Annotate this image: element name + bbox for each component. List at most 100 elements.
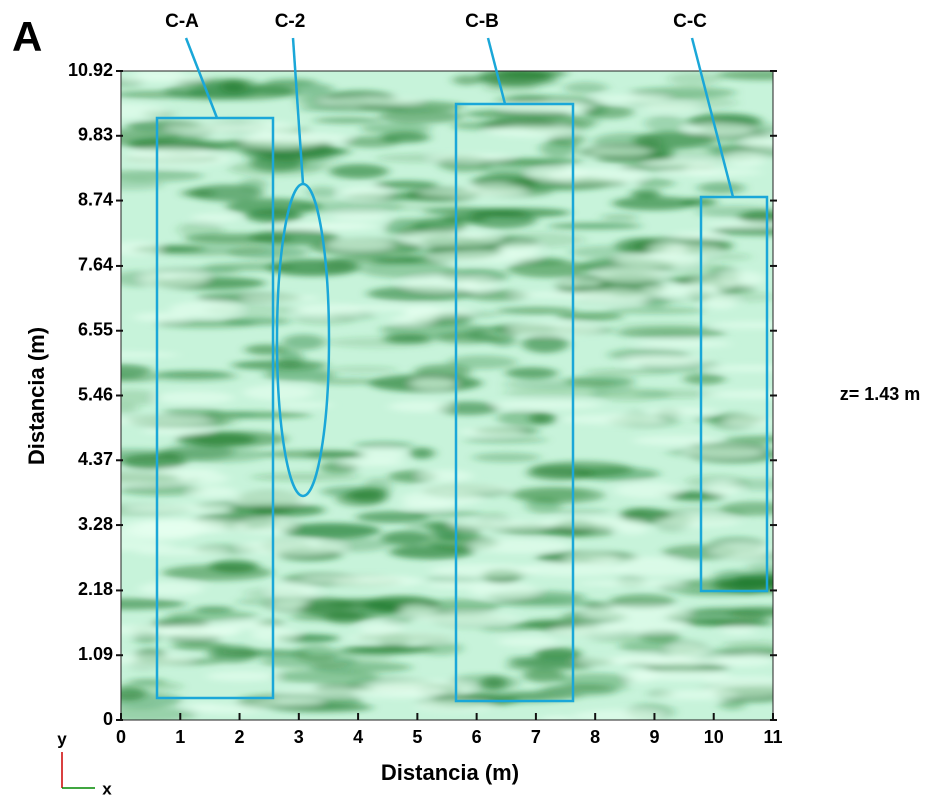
light-streak bbox=[605, 620, 688, 633]
streak bbox=[629, 87, 737, 99]
streak bbox=[505, 367, 558, 379]
light-streak bbox=[121, 241, 162, 257]
light-streak bbox=[528, 167, 588, 181]
light-streak bbox=[331, 575, 426, 588]
x-tick-label: 6 bbox=[472, 727, 482, 747]
light-streak bbox=[320, 97, 422, 105]
streak bbox=[282, 334, 326, 350]
light-streak bbox=[648, 241, 688, 257]
streak bbox=[482, 82, 540, 93]
streak bbox=[282, 522, 381, 539]
annotation-label: C-C bbox=[673, 11, 707, 32]
streak bbox=[329, 164, 389, 179]
streak bbox=[683, 373, 726, 385]
light-streak bbox=[507, 322, 601, 336]
light-streak bbox=[121, 351, 180, 358]
light-streak bbox=[560, 279, 602, 287]
light-streak bbox=[702, 364, 773, 372]
streak bbox=[231, 360, 328, 371]
texture bbox=[121, 71, 773, 720]
light-streak bbox=[340, 186, 390, 200]
light-streak bbox=[725, 152, 766, 168]
light-streak bbox=[206, 670, 280, 682]
streak bbox=[271, 669, 379, 684]
streak bbox=[410, 509, 484, 519]
axes: 0 1 2 3 4 5 6 7 8 9 10 11 0 1.09 2.18 3.28 4.37 5.46 6.55 7… bbox=[68, 60, 783, 747]
light-streak bbox=[583, 605, 690, 621]
light-streak bbox=[722, 626, 755, 636]
light-streak bbox=[359, 622, 403, 635]
streak bbox=[356, 511, 429, 524]
streak bbox=[389, 544, 474, 560]
light-streak bbox=[615, 562, 703, 576]
streak bbox=[259, 654, 357, 669]
streak bbox=[697, 181, 746, 194]
streak bbox=[171, 642, 230, 651]
light-streak bbox=[390, 314, 434, 325]
light-streak bbox=[234, 518, 296, 535]
light-streak bbox=[498, 241, 541, 257]
light-streak bbox=[411, 377, 456, 390]
streak bbox=[619, 507, 651, 520]
light-streak bbox=[643, 159, 720, 167]
streak bbox=[529, 461, 634, 478]
streak bbox=[354, 441, 414, 449]
streak bbox=[522, 668, 565, 683]
light-streak bbox=[121, 103, 167, 120]
light-streak bbox=[242, 121, 296, 135]
streak bbox=[730, 284, 756, 293]
light-streak bbox=[388, 400, 452, 413]
light-streak bbox=[243, 132, 352, 145]
streak bbox=[164, 82, 257, 101]
streak bbox=[121, 169, 204, 182]
streak bbox=[497, 71, 568, 78]
streak bbox=[335, 647, 424, 655]
x-tick-label: 9 bbox=[649, 727, 659, 747]
y-tick-label: 0 bbox=[103, 709, 113, 729]
light-streak bbox=[141, 270, 208, 287]
light-streak bbox=[641, 285, 720, 297]
annotation-label: C-A bbox=[165, 11, 199, 32]
streak bbox=[496, 306, 576, 315]
x-axis-title: Distancia (m) bbox=[381, 760, 519, 785]
streak bbox=[155, 319, 258, 329]
light-streak bbox=[654, 689, 739, 700]
light-streak bbox=[121, 471, 191, 486]
streak bbox=[563, 81, 608, 94]
streak bbox=[685, 619, 773, 627]
light-streak bbox=[642, 103, 700, 113]
x-tick-label: 10 bbox=[704, 727, 724, 747]
light-streak bbox=[277, 688, 366, 696]
streak bbox=[716, 71, 773, 81]
streak bbox=[695, 205, 773, 218]
light-streak bbox=[539, 715, 576, 720]
annotation-label: C-B bbox=[465, 11, 499, 32]
streak bbox=[585, 105, 634, 119]
light-streak bbox=[707, 481, 741, 496]
light-streak bbox=[448, 520, 554, 529]
light-streak bbox=[121, 74, 206, 83]
streak bbox=[503, 387, 609, 399]
streak bbox=[328, 365, 398, 374]
streak bbox=[716, 116, 757, 124]
streak bbox=[381, 530, 432, 546]
light-streak bbox=[660, 168, 763, 177]
light-streak bbox=[399, 604, 436, 616]
streak bbox=[636, 178, 675, 189]
streak bbox=[249, 155, 304, 172]
x-tick-label: 11 bbox=[763, 727, 782, 747]
light-streak bbox=[400, 500, 454, 510]
light-streak bbox=[415, 699, 494, 713]
x-tick-label: 2 bbox=[235, 727, 245, 747]
light-streak bbox=[191, 213, 239, 223]
streak bbox=[313, 117, 382, 124]
light-streak bbox=[327, 239, 393, 251]
light-streak bbox=[133, 312, 191, 322]
light-streak bbox=[142, 426, 213, 436]
light-streak bbox=[415, 613, 519, 623]
streak bbox=[180, 188, 215, 198]
streak bbox=[424, 521, 450, 529]
annotation-box bbox=[155, 116, 275, 700]
streak bbox=[547, 222, 643, 230]
streak bbox=[306, 186, 339, 199]
